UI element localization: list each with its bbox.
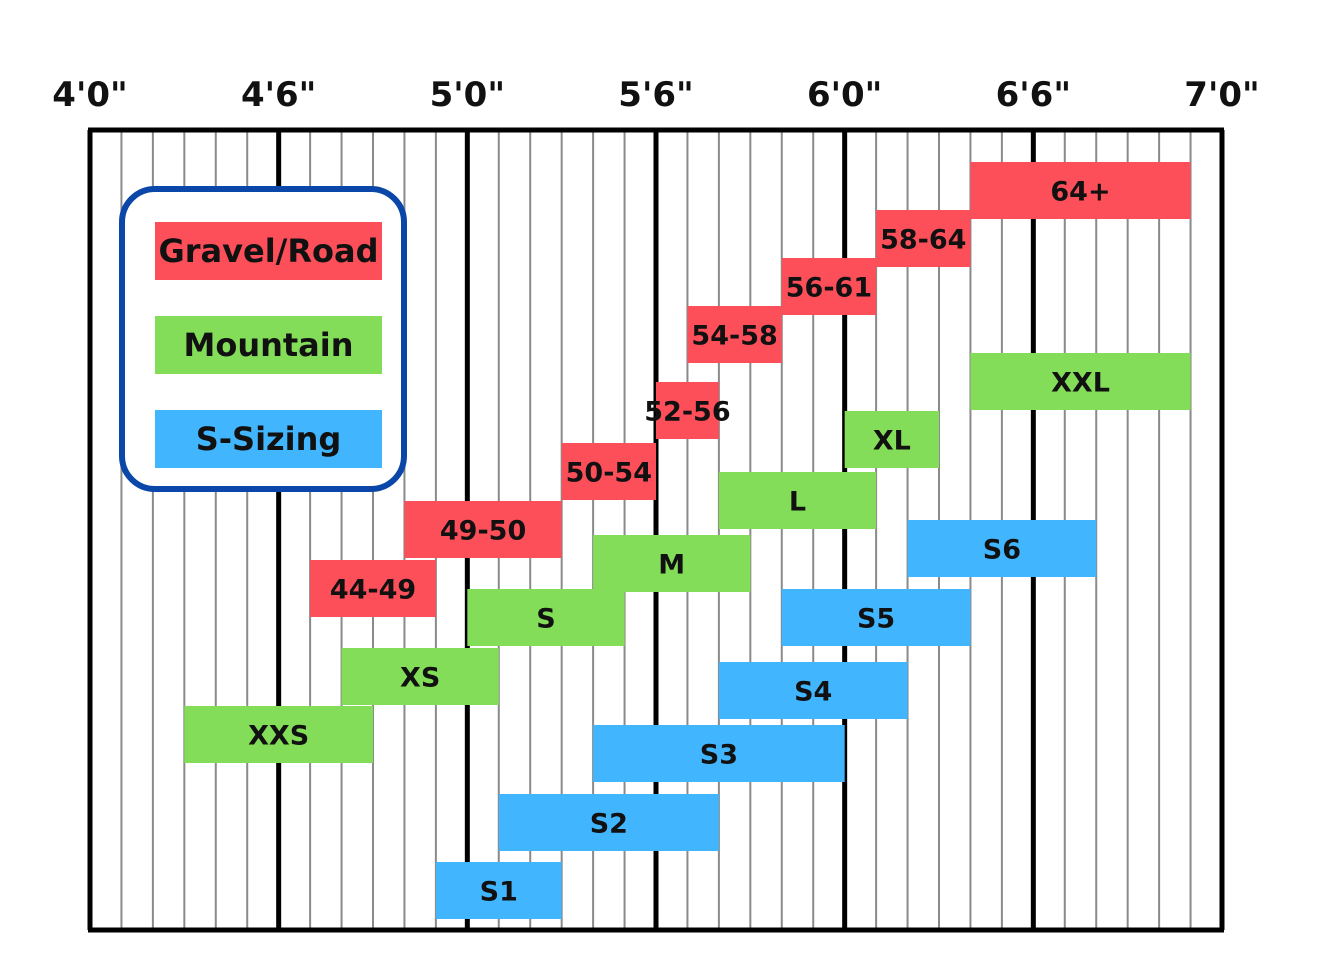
- legend-gravel-road: Gravel/Road: [155, 222, 382, 280]
- bar-54-58: [687, 306, 782, 363]
- bar-label: L: [789, 487, 806, 518]
- bar-XS: [341, 648, 499, 705]
- bar-label: 50-54: [566, 458, 652, 489]
- bar-label: XXL: [1051, 368, 1110, 399]
- bar-M: [593, 535, 751, 592]
- bar-S1: [435, 862, 562, 919]
- bar-L: [718, 472, 877, 529]
- bar-44-49: [310, 560, 436, 617]
- legend-s-sizing: S-Sizing: [155, 410, 382, 468]
- bar-label: M: [658, 550, 685, 581]
- bar-label: S6: [983, 535, 1021, 566]
- bar-S3: [593, 725, 845, 782]
- bar-S: [467, 589, 625, 646]
- x-tick-label: 5'6": [618, 75, 693, 115]
- x-tick-label: 6'0": [807, 75, 882, 115]
- bar-XXL: [970, 353, 1191, 410]
- bar-label: XS: [400, 663, 440, 694]
- bar-S2: [498, 794, 719, 851]
- bar-label: S3: [700, 740, 738, 771]
- bar-S4: [718, 662, 908, 719]
- legend-mountain: Mountain: [155, 316, 382, 374]
- bar-64+: [970, 162, 1191, 219]
- x-tick-label: 5'0": [430, 75, 505, 115]
- bar-label: S5: [857, 604, 895, 635]
- bar-label: 54-58: [691, 321, 777, 352]
- bar-52-56: [656, 382, 719, 439]
- bar-label: 64+: [1050, 177, 1110, 208]
- bar-label: S2: [590, 809, 628, 840]
- bar-50-54: [561, 443, 656, 500]
- x-tick-label: 4'6": [241, 75, 316, 115]
- bar-S5: [781, 589, 971, 646]
- bar-label: 58-64: [880, 225, 966, 256]
- bar-label: 49-50: [440, 516, 526, 547]
- bar-56-61: [781, 258, 877, 315]
- bar-49-50: [404, 501, 562, 558]
- x-tick-label: 7'0": [1184, 75, 1259, 115]
- bar-XL: [844, 411, 939, 468]
- bar-label: S: [536, 604, 555, 635]
- bar-S6: [907, 520, 1097, 577]
- x-tick-label: 6'6": [996, 75, 1071, 115]
- bar-label: XXS: [248, 721, 309, 752]
- bar-label: S4: [794, 677, 832, 708]
- bar-label: XL: [873, 426, 911, 457]
- bar-XXS: [184, 706, 373, 763]
- bar-58-64: [876, 210, 971, 267]
- legend: Gravel/Road Mountain S-Sizing: [119, 186, 407, 492]
- bar-label: 52-56: [644, 397, 730, 428]
- x-tick-label: 4'0": [52, 75, 127, 115]
- bar-label: 56-61: [786, 273, 872, 304]
- bar-label: S1: [480, 877, 518, 908]
- bar-label: 44-49: [330, 575, 416, 606]
